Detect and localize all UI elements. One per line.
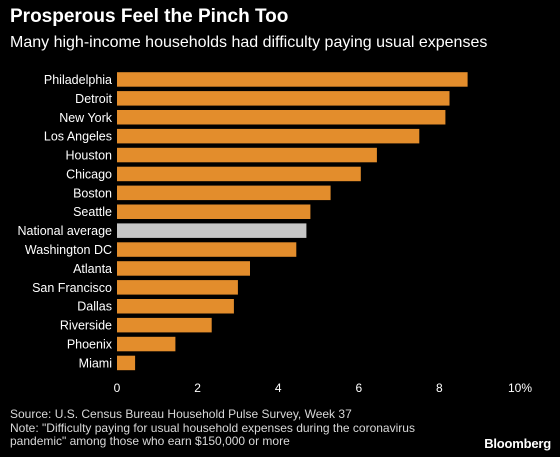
bar-detroit (117, 91, 450, 106)
bar-dallas (117, 299, 234, 314)
chart-title: Prosperous Feel the Pinch Too (10, 6, 289, 27)
category-label: Chicago (66, 167, 112, 181)
category-label: Miami (79, 356, 112, 370)
category-label: Phoenix (67, 338, 113, 352)
category-label: Detroit (75, 92, 112, 106)
bar-los-angeles (117, 128, 420, 144)
x-tick-label: 10% (508, 381, 532, 395)
bar-national-average (117, 223, 307, 238)
bar-chicago (117, 166, 361, 182)
category-label: Washington DC (25, 243, 112, 257)
bloomberg-logo: Bloomberg (484, 436, 551, 451)
bar-phoenix (117, 336, 176, 352)
note-line-1: Note: "Difficulty paying for usual house… (10, 420, 415, 435)
bar-miami (117, 355, 136, 371)
bar-new-york (117, 110, 446, 125)
bar-seattle (117, 204, 311, 219)
note-line-2: pandemic" among those who earn $150,000 … (10, 434, 290, 448)
bar-san-francisco (117, 280, 238, 295)
x-tick-label: 4 (275, 381, 282, 395)
bar-chart: Philadelphia Detroit New York Los Angeles Ho… (17, 72, 532, 395)
category-label: Philadelphia (44, 73, 112, 87)
category-label: National average (17, 224, 112, 238)
category-label: Los Angeles (44, 130, 112, 144)
bar-houston (117, 147, 377, 163)
bar-philadelphia (117, 72, 468, 87)
x-tick-label: 0 (114, 381, 121, 395)
chart-subtitle: Many high-income households had difficul… (10, 34, 488, 51)
x-tick-label: 2 (194, 381, 201, 395)
bar-boston (117, 185, 331, 201)
category-label: Boston (73, 186, 112, 200)
source-note: Source: U.S. Census Bureau Household Pul… (10, 407, 352, 421)
category-label: Riverside (60, 319, 112, 333)
bar-atlanta (117, 261, 250, 276)
bar-riverside (117, 317, 212, 333)
category-label: San Francisco (32, 281, 112, 295)
chart-footnote: Source: U.S. Census Bureau Household Pul… (10, 407, 480, 449)
x-tick-label: 6 (355, 381, 362, 395)
category-label: Dallas (77, 300, 112, 314)
category-label: Houston (65, 149, 112, 163)
category-label: Atlanta (73, 262, 112, 276)
category-label: Seattle (73, 205, 112, 219)
bar-washington-dc (117, 242, 297, 257)
category-label: New York (59, 111, 113, 125)
x-tick-label: 8 (436, 381, 443, 395)
